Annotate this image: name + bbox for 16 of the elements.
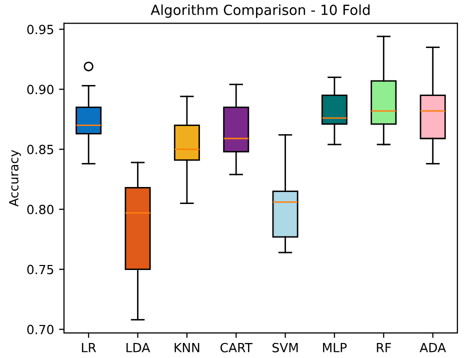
y-tick-label: 0.90	[27, 84, 54, 94]
y-tick-label: 0.85	[27, 144, 54, 154]
x-tick-label: SVM	[272, 342, 298, 352]
y-tick-label: 0.75	[27, 264, 54, 274]
y-tick-label: 0.80	[27, 204, 54, 214]
x-tick-label: LDA	[126, 343, 150, 352]
x-tick-label: MLP	[323, 343, 347, 352]
chart-title: Algorithm Comparison - 10 Fold	[150, 4, 370, 18]
y-tick-label: 0.70	[27, 324, 54, 334]
y-tick-label: 0.95	[27, 24, 54, 34]
y-axis-title: Accuracy	[9, 150, 21, 207]
x-tick-label: CART	[220, 342, 252, 352]
x-tick-label: LR	[82, 343, 96, 352]
x-tick-label: KNN	[174, 343, 200, 352]
x-tick-label: RF	[376, 343, 391, 352]
x-tick-label: ADA	[420, 343, 446, 352]
